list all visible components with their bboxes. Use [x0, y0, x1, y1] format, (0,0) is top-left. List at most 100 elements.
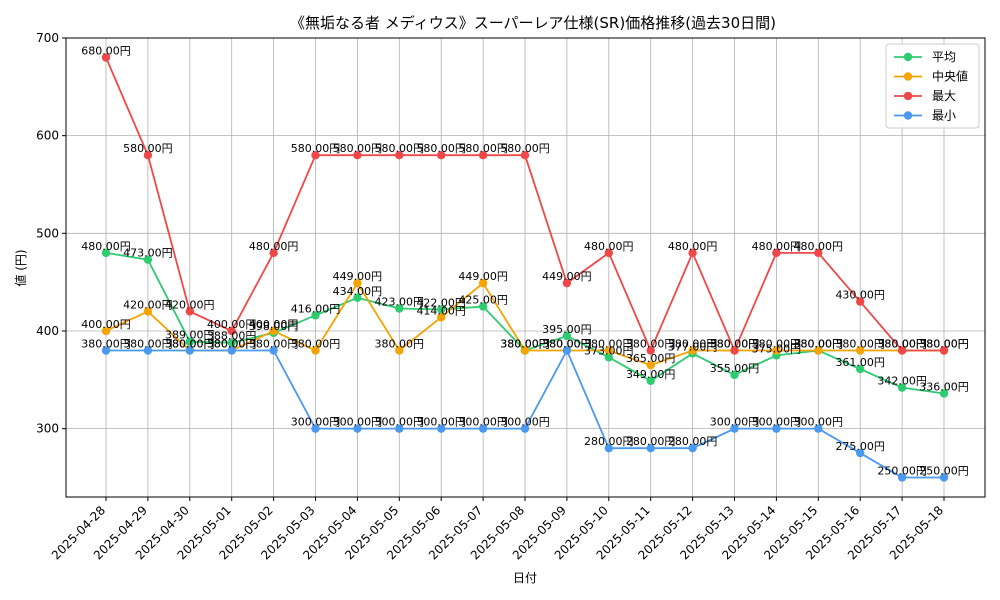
data-label: 416.00円	[291, 302, 341, 315]
data-point	[185, 346, 194, 355]
data-label: 280.00円	[668, 435, 718, 448]
data-point	[897, 473, 907, 482]
data-point	[772, 424, 781, 433]
data-point	[604, 443, 613, 453]
data-label: 425.00円	[458, 294, 508, 307]
data-point	[604, 353, 613, 362]
data-label: 280.00円	[584, 435, 634, 448]
data-point	[730, 346, 739, 355]
series-points	[101, 53, 949, 482]
data-label: 336.00円	[919, 380, 969, 393]
data-point	[395, 346, 404, 355]
data-label: 380.00円	[584, 338, 634, 351]
data-point	[562, 331, 572, 341]
data-point	[437, 424, 446, 433]
data-label: 380.00円	[835, 338, 885, 351]
data-point	[520, 424, 530, 433]
data-point	[227, 338, 236, 347]
x-axis-title: 日付	[513, 571, 537, 585]
data-point	[437, 150, 446, 160]
y-tick-label: 700	[36, 31, 59, 45]
data-point	[227, 326, 236, 336]
data-label: 300.00円	[752, 416, 802, 429]
data-label: 580.00円	[375, 142, 425, 155]
y-tick-label: 600	[36, 129, 59, 143]
data-point	[185, 307, 194, 316]
data-label: 389.00円	[165, 329, 215, 342]
legend-marker	[903, 91, 913, 101]
data-label: 580.00円	[291, 142, 341, 155]
data-point	[604, 248, 613, 258]
data-label: 380.00円	[877, 338, 927, 351]
legend-label: 平均	[932, 50, 956, 64]
data-point	[939, 346, 949, 355]
data-label: 380.00円	[291, 338, 341, 351]
data-label: 380.00円	[207, 338, 257, 351]
legend-marker	[903, 52, 913, 62]
data-label: 430.00円	[835, 289, 885, 302]
data-label: 365.00円	[626, 352, 676, 365]
data-point	[897, 383, 907, 392]
data-label: 300.00円	[710, 416, 760, 429]
data-label: 380.00円	[165, 338, 215, 351]
data-point	[939, 389, 949, 398]
data-label: 480.00円	[81, 240, 131, 253]
data-point	[688, 248, 697, 258]
y-axis-title: 値 (円)	[13, 249, 28, 286]
data-point	[269, 326, 278, 336]
data-label: 380.00円	[626, 338, 676, 351]
data-label: 388.00円	[207, 330, 257, 343]
data-label: 380.00円	[165, 338, 215, 351]
data-point	[395, 424, 404, 433]
data-label: 400.00円	[207, 318, 257, 331]
data-label: 580.00円	[458, 142, 508, 155]
data-label: 423.00円	[375, 296, 425, 309]
data-point	[730, 370, 739, 380]
data-label: 380.00円	[207, 338, 257, 351]
data-label: 380.00円	[500, 338, 550, 351]
data-label: 480.00円	[668, 240, 718, 253]
data-label: 395.00円	[542, 323, 592, 336]
data-label: 380.00円	[752, 338, 802, 351]
legend-label: 最大	[932, 89, 956, 103]
data-point	[269, 346, 278, 355]
data-label: 380.00円	[794, 338, 844, 351]
data-point	[814, 424, 823, 433]
grid-lines	[66, 37, 985, 497]
chart-title: 《無垢なる者 メディウス》スーパーレア仕様(SR)価格推移(過去30日間)	[290, 14, 776, 32]
data-point	[772, 248, 781, 258]
data-label: 480.00円	[584, 240, 634, 253]
data-point	[939, 473, 949, 482]
data-point	[143, 307, 153, 316]
data-point	[604, 346, 613, 355]
data-label: 300.00円	[458, 416, 508, 429]
data-point	[437, 305, 446, 314]
data-label: 422.00円	[416, 296, 466, 309]
data-label: 300.00円	[500, 416, 550, 429]
data-label: 361.00円	[835, 356, 885, 369]
data-labels: 480.00円473.00円389.00円388.00円398.00円416.0…	[81, 45, 969, 478]
data-point	[646, 346, 655, 355]
data-point	[311, 346, 320, 355]
data-point	[311, 311, 320, 320]
data-label: 380.00円	[375, 338, 425, 351]
data-point	[772, 346, 781, 355]
data-point	[646, 376, 655, 385]
data-point	[646, 443, 655, 453]
data-label: 473.00円	[123, 247, 173, 260]
y-tick-label: 400	[36, 324, 59, 338]
data-label: 449.00円	[458, 270, 508, 283]
data-label: 680.00円	[81, 45, 131, 58]
data-point	[269, 248, 278, 258]
data-label: 398.00円	[249, 320, 299, 333]
data-label: 373.00円	[584, 344, 634, 357]
data-point	[353, 150, 362, 160]
data-label: 380.00円	[123, 338, 173, 351]
data-point	[227, 346, 236, 355]
data-point	[688, 443, 697, 453]
data-label: 480.00円	[794, 240, 844, 253]
data-point	[101, 53, 111, 62]
data-point	[897, 346, 907, 355]
data-label: 380.00円	[710, 338, 760, 351]
